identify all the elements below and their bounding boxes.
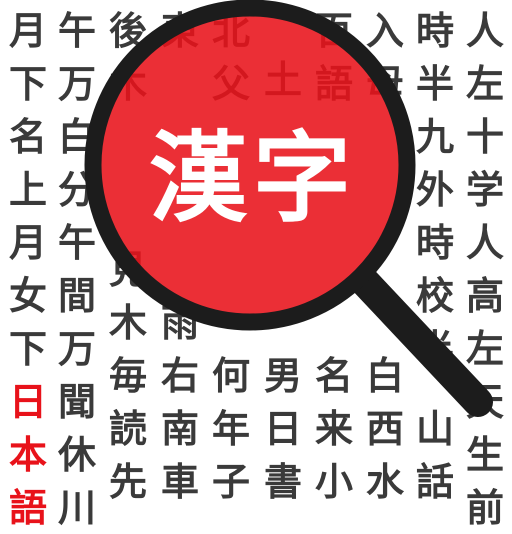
kanji-character xyxy=(258,252,308,301)
kanji-character: 南 xyxy=(160,405,199,451)
kanji-character: 先 xyxy=(108,458,147,504)
kanji-column: 入母白西水 xyxy=(360,4,410,508)
kanji-character: 日 xyxy=(263,406,302,452)
kanji-character: 右 xyxy=(160,352,199,398)
kanji-character xyxy=(410,375,460,402)
kanji-character: 東 xyxy=(160,8,199,53)
kanji-character: 人 xyxy=(465,8,504,53)
kanji-character: 木 xyxy=(108,61,147,106)
kanji-character: 間 xyxy=(57,273,96,318)
kanji-character: 入 xyxy=(365,8,404,53)
kanji-column: 土男日書 xyxy=(258,4,308,508)
kanji-character: 読 xyxy=(108,405,147,451)
kanji-character: 男 xyxy=(263,353,302,399)
kanji-character xyxy=(258,4,308,53)
kanji-character: 午 xyxy=(57,220,96,265)
kanji-character: 午 xyxy=(57,8,96,53)
kanji-character: 休 xyxy=(57,432,96,477)
kanji-character: 来 xyxy=(314,405,353,451)
kanji-character xyxy=(360,301,410,349)
kanji-character: 半 xyxy=(415,61,454,106)
kanji-character: 年 xyxy=(211,405,250,451)
nihongo-character: 語 xyxy=(8,485,47,530)
kanji-character: 小 xyxy=(314,458,353,504)
kanji-character: 土 xyxy=(263,56,302,102)
kanji-column: 北父何年子 xyxy=(206,4,256,508)
kanji-character: 左 xyxy=(465,61,504,106)
kanji-character: 後 xyxy=(108,8,147,53)
kanji-character: 万 xyxy=(57,61,96,106)
kanji-character: 白 xyxy=(365,352,404,398)
kanji-character: 前 xyxy=(465,485,504,530)
kanji-character: 分 xyxy=(57,167,96,212)
kanji-character xyxy=(206,301,256,349)
kanji-column: 後木見木毎読先 xyxy=(103,4,153,508)
kanji-character: 木 xyxy=(108,299,147,345)
kanji-character: 生 xyxy=(465,432,504,477)
kanji-column: 人左十学人高左天生前 xyxy=(460,4,510,530)
kanji-character: 月 xyxy=(8,220,47,265)
kanji-character: 時 xyxy=(415,220,454,265)
kanji-character xyxy=(258,300,308,349)
kanji-character: 白 xyxy=(57,114,96,159)
kanji-character xyxy=(309,301,359,349)
lens-title: 漢字 xyxy=(148,121,357,236)
kanji-character: 北 xyxy=(211,8,250,53)
kanji-character: 子 xyxy=(211,458,250,504)
kanji-character: 名 xyxy=(314,352,353,398)
kanji-character: 九 xyxy=(415,114,454,159)
kanji-character: 半 xyxy=(415,326,454,371)
kanji-character xyxy=(155,57,205,105)
kanji-character: 左 xyxy=(465,326,504,371)
kanji-character: 母 xyxy=(365,61,404,106)
kanji-character: 車 xyxy=(160,458,199,504)
kanji-character: 校 xyxy=(415,273,454,318)
kanji-character: 学 xyxy=(465,167,504,212)
kanji-column: 時半九外時校半山話 xyxy=(410,4,460,508)
kanji-character: 西 xyxy=(365,405,404,451)
kanji-column: 百語名来小 xyxy=(309,4,359,508)
kanji-column: 月下名上月女下日本語 xyxy=(3,4,53,530)
kanji-character: 上 xyxy=(8,167,47,212)
kanji-character: 天 xyxy=(465,379,504,424)
kanji-character: 川 xyxy=(57,485,96,530)
kanji-background-grid: 月下名上月女下日本語午万白分午間万聞休川後木見木毎読先東雨右南車北父何年子土男日… xyxy=(3,4,510,530)
kanji-character: 時 xyxy=(415,8,454,53)
kanji-column: 東雨右南車 xyxy=(155,4,205,508)
kanji-character xyxy=(155,248,205,296)
kanji-character: 水 xyxy=(365,458,404,504)
kanji-character: 山 xyxy=(415,406,454,451)
kanji-character xyxy=(206,253,256,301)
kanji-character: 聞 xyxy=(57,379,96,424)
kanji-character: 外 xyxy=(415,167,454,212)
kanji-character: 下 xyxy=(8,326,47,371)
kanji-character: 女 xyxy=(8,273,47,318)
kanji-character: 名 xyxy=(8,114,47,159)
nihongo-character: 本 xyxy=(8,432,47,477)
kanji-column: 午万白分午間万聞休川 xyxy=(52,4,102,530)
kanji-character: 十 xyxy=(465,114,504,159)
nihongo-character: 日 xyxy=(8,379,47,424)
kanji-character: 下 xyxy=(8,61,47,106)
kanji-character xyxy=(360,253,410,301)
kanji-character: 月 xyxy=(8,8,47,53)
kanji-character: 話 xyxy=(415,459,454,504)
kanji-character: 百 xyxy=(314,8,353,53)
kanji-character: 見 xyxy=(108,246,147,292)
kanji-character: 雨 xyxy=(160,299,199,345)
kanji-character: 万 xyxy=(57,326,96,371)
kanji-character: 何 xyxy=(211,352,250,398)
kanji-character: 高 xyxy=(465,273,504,318)
kanji-character xyxy=(309,253,359,301)
kanji-character: 人 xyxy=(465,220,504,265)
kanji-character: 書 xyxy=(263,459,302,505)
kanji-character: 毎 xyxy=(108,352,147,398)
